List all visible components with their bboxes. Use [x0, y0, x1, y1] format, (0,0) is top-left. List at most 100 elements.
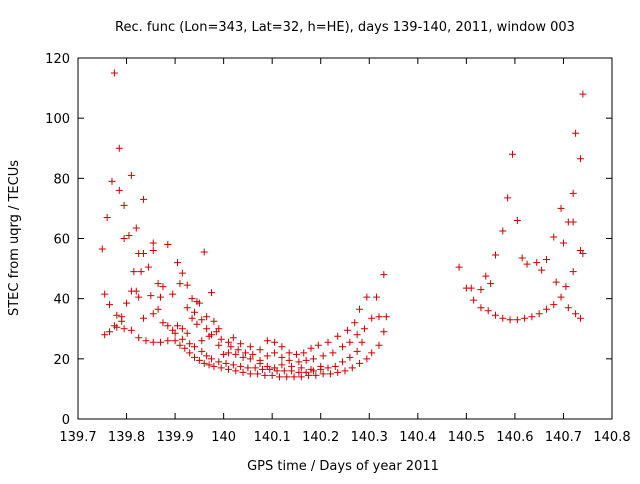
data-point [234, 346, 242, 354]
data-point [164, 322, 172, 330]
data-point [198, 337, 206, 345]
data-point [220, 350, 228, 358]
data-point [191, 308, 199, 316]
y-tick-label: 0 [62, 413, 70, 428]
data-point [188, 295, 196, 303]
data-point [334, 332, 342, 340]
data-point [324, 364, 332, 372]
data-point [263, 362, 271, 370]
data-point [208, 355, 215, 363]
data-point [178, 269, 186, 277]
data-point [227, 343, 235, 351]
data-point [229, 361, 237, 369]
data-point [268, 371, 276, 379]
data-point [542, 256, 550, 264]
data-point [127, 326, 135, 334]
data-point [113, 323, 121, 331]
data-point [499, 314, 507, 322]
data-point [278, 353, 286, 361]
data-point [98, 245, 106, 253]
x-tick-label: 140 [211, 430, 236, 445]
data-point [101, 290, 109, 298]
data-point [164, 241, 172, 249]
data-point [334, 368, 342, 376]
data-point [307, 365, 315, 373]
data-point [373, 293, 381, 301]
data-point [224, 349, 232, 357]
data-point [198, 316, 206, 324]
data-point [123, 299, 131, 307]
axes [77, 57, 613, 420]
data-point [186, 349, 194, 357]
data-point [508, 150, 516, 158]
data-point [579, 250, 587, 258]
data-point [513, 316, 521, 324]
data-point [576, 314, 584, 322]
tick-labels: 139.7 139.8 139.9 140 140.1 140.2 140.3 140.4 14… [45, 52, 630, 445]
data-point [550, 301, 558, 309]
data-point [149, 239, 157, 247]
data-point [183, 304, 191, 312]
data-point [535, 310, 543, 318]
data-point [203, 313, 211, 321]
plot-frame [77, 57, 613, 420]
data-point [491, 311, 499, 319]
data-point [113, 311, 121, 319]
data-point [249, 350, 257, 358]
data-point [149, 338, 157, 346]
data-point [210, 362, 218, 370]
data-point [106, 328, 114, 336]
data-point [203, 325, 211, 333]
data-point [258, 365, 266, 373]
data-point [232, 350, 240, 358]
data-point [360, 325, 368, 333]
x-tick-label: 140.6 [496, 430, 533, 445]
data-point [149, 247, 157, 255]
data-point [518, 254, 526, 262]
data-point [302, 368, 310, 376]
data-point [210, 317, 218, 325]
data-point [154, 305, 162, 313]
data-point [462, 284, 470, 292]
data-point [312, 371, 320, 379]
data-point [174, 322, 182, 330]
data-point [239, 368, 247, 376]
data-point [271, 364, 279, 372]
data-point [477, 304, 485, 312]
data-point [176, 280, 184, 288]
data-point [237, 340, 245, 348]
data-point [191, 353, 199, 361]
data-point [380, 271, 388, 279]
data-point [222, 359, 230, 367]
data-point [224, 365, 232, 373]
data-point [353, 347, 361, 355]
data-point [307, 344, 315, 352]
data-point [285, 356, 293, 364]
data-point [552, 278, 560, 286]
data-point [309, 355, 317, 363]
data-point [569, 268, 577, 276]
data-point [115, 186, 123, 194]
data-point [375, 341, 383, 349]
data-point [176, 341, 184, 349]
data-point [115, 144, 123, 152]
data-point [542, 305, 550, 313]
data-point [521, 314, 529, 322]
data-point [101, 331, 109, 339]
data-point [232, 367, 240, 375]
data-point [246, 355, 254, 363]
data-point [569, 218, 577, 226]
data-point [382, 313, 390, 321]
x-tick-label: 139.7 [59, 430, 96, 445]
data-point [110, 69, 118, 77]
data-point [346, 353, 354, 361]
data-point [193, 320, 201, 328]
data-point [363, 293, 371, 301]
data-point [183, 281, 191, 289]
data-point [482, 272, 490, 280]
data-point [246, 370, 254, 378]
data-point [278, 343, 286, 351]
data-point [254, 370, 262, 378]
data-point [103, 213, 111, 221]
